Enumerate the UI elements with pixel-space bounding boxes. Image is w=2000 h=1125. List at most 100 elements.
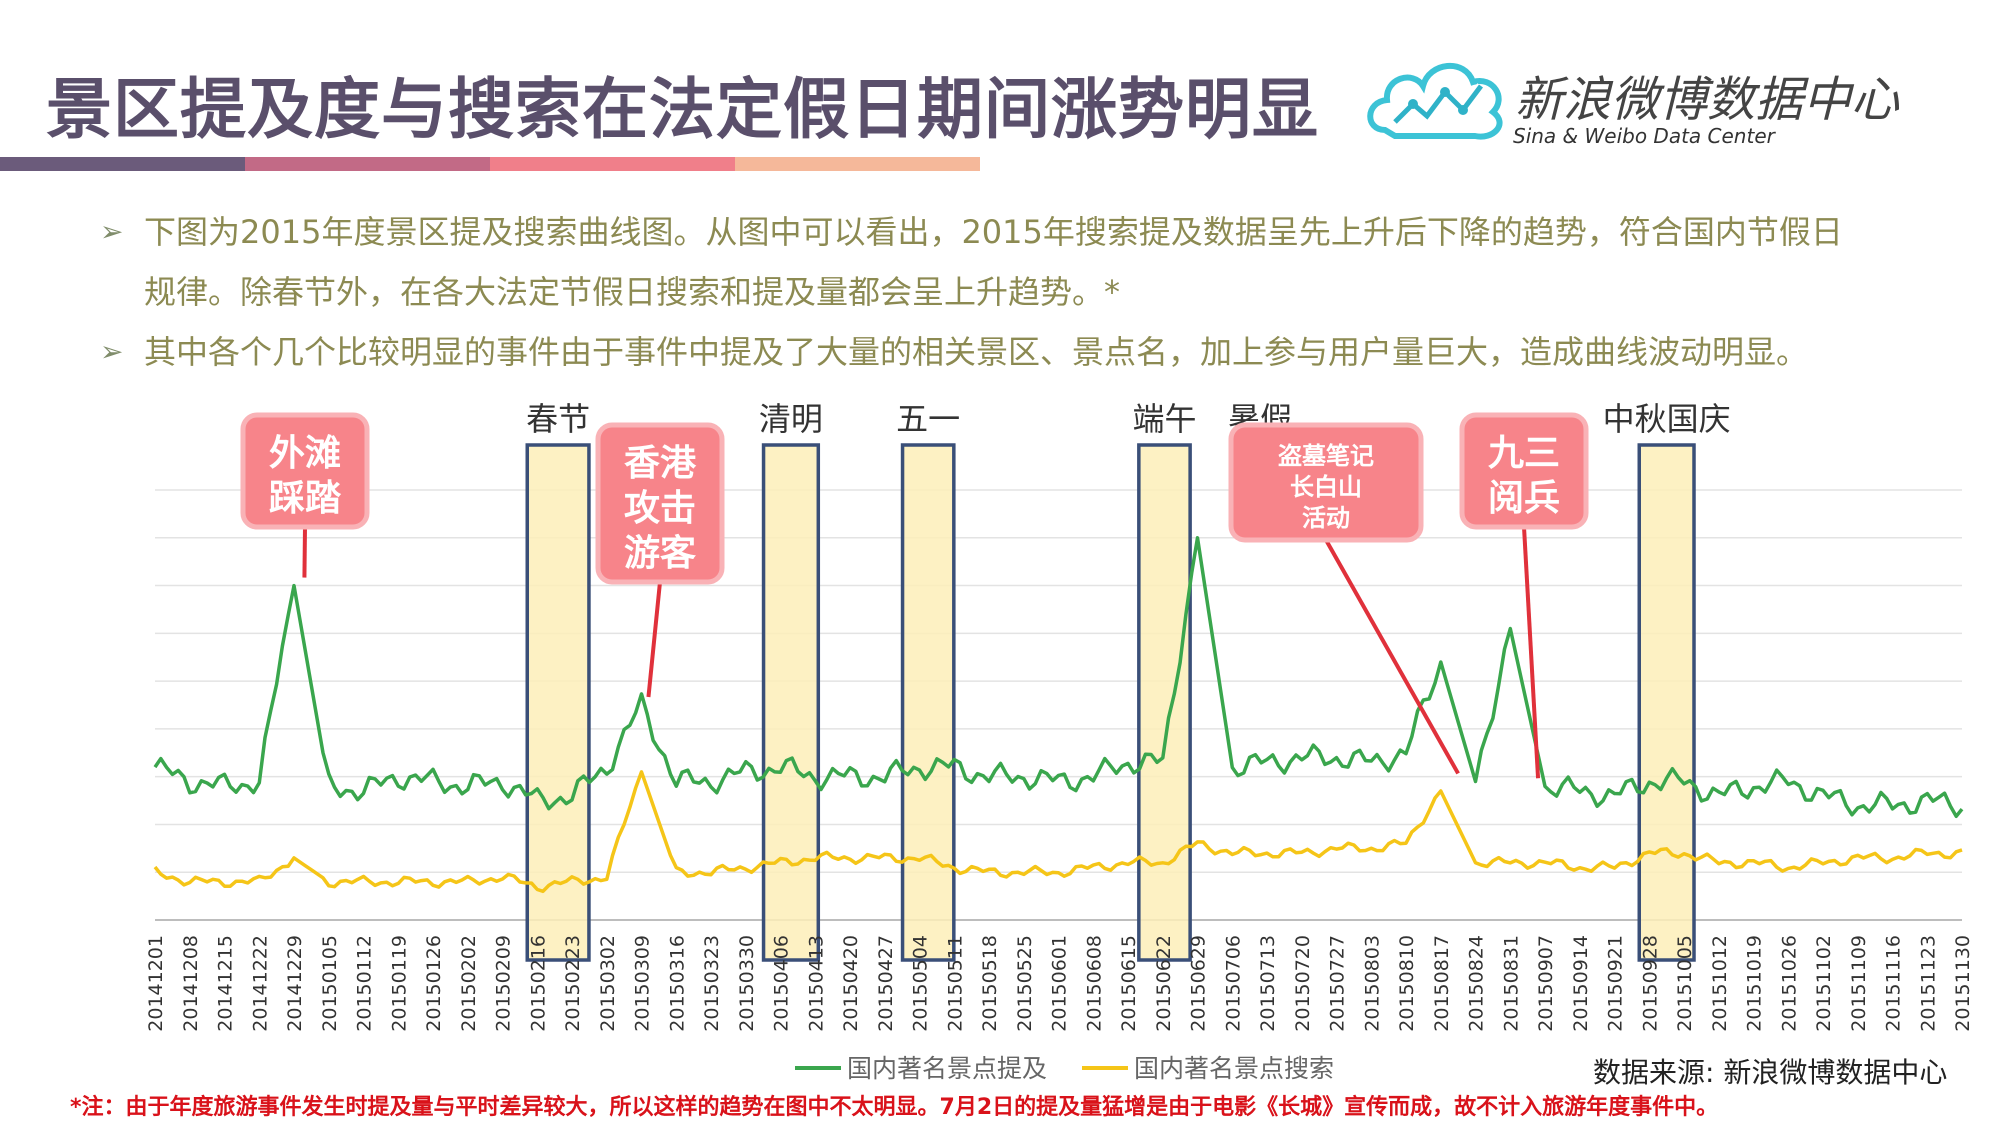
footnote: *注：由于年度旅游事件发生时提及量与平时差异较大，所以这样的趋势在图中不太明显。… xyxy=(70,1095,1719,1120)
x-tick-label: 20150601 xyxy=(1049,935,1071,1032)
holiday-label: 五一 xyxy=(896,400,960,438)
brand-logo: 新浪微博数据中心 Sina & Weibo Data Center xyxy=(1365,40,1975,160)
callout-text: 香港 xyxy=(624,443,697,484)
holiday-box xyxy=(1637,443,1696,962)
holiday-box xyxy=(1137,443,1192,962)
bullet-1-line-1: 下图为2015年度景区提及搜索曲线图。从图中可以看出，2015年搜索提及数据呈先… xyxy=(144,213,1843,251)
x-tick-label: 20150323 xyxy=(701,935,723,1032)
callout-text: 攻击 xyxy=(624,488,696,529)
x-tick-label: 20150810 xyxy=(1396,935,1418,1032)
x-tick-label: 20150629 xyxy=(1188,935,1210,1032)
x-tick-label: 20150316 xyxy=(666,935,688,1032)
x-tick-label: 20150216 xyxy=(527,935,549,1032)
x-tick-label: 20150427 xyxy=(875,935,897,1032)
callout-text: 阅兵 xyxy=(1488,478,1560,519)
legend-label: 国内著名景点搜索 xyxy=(1134,1054,1334,1083)
x-tick-label: 20150615 xyxy=(1118,935,1140,1032)
title-underline-segment-1 xyxy=(0,157,245,171)
x-tick-label: 20151116 xyxy=(1883,935,1905,1032)
x-tick-label: 20150720 xyxy=(1292,935,1314,1032)
title-underline-segment-2 xyxy=(245,157,490,171)
x-tick-label: 20150706 xyxy=(1222,935,1244,1032)
x-tick-label: 20150223 xyxy=(562,935,584,1032)
holiday-box xyxy=(761,443,821,962)
bullet-2-line-1: 其中各个几个比较明显的事件由于事件中提及了大量的相关景区、景点名，加上参与用户量… xyxy=(144,333,1809,371)
callout-box xyxy=(595,422,725,585)
x-tick-label: 20150727 xyxy=(1327,935,1349,1032)
x-tick-label: 20151026 xyxy=(1778,935,1800,1032)
logo-name: 新浪微博数据中心 xyxy=(1515,72,1900,128)
series-line xyxy=(153,536,1964,819)
x-tick-label: 20141222 xyxy=(249,935,271,1032)
holiday-box xyxy=(900,443,956,962)
x-tick-label: 20150928 xyxy=(1639,935,1661,1032)
callout-text: 外滩 xyxy=(269,433,341,474)
x-tick-label: 20150914 xyxy=(1570,935,1592,1032)
x-tick-label: 20151109 xyxy=(1848,935,1870,1032)
x-tick-label: 20150608 xyxy=(1083,935,1105,1032)
x-tick-label: 20150817 xyxy=(1431,935,1453,1032)
callout-text: 游客 xyxy=(624,533,696,574)
x-tick-label: 20151130 xyxy=(1952,935,1974,1032)
season-label: 暑假 xyxy=(1228,400,1292,438)
x-tick-label: 20151019 xyxy=(1744,935,1766,1032)
callout-box xyxy=(240,412,370,530)
x-tick-label: 20150105 xyxy=(319,935,341,1032)
x-tick-label: 20150831 xyxy=(1500,935,1522,1032)
x-tick-label: 20150112 xyxy=(354,935,376,1032)
x-tick-label: 20151012 xyxy=(1709,935,1731,1032)
x-tick-label: 20150921 xyxy=(1605,935,1627,1032)
callout-box xyxy=(1459,412,1589,530)
x-tick-label: 20141201 xyxy=(145,935,167,1032)
holiday-label: 春节 xyxy=(526,400,590,438)
x-tick-label: 20150413 xyxy=(805,935,827,1032)
series-line xyxy=(153,770,1963,894)
legend-label: 国内著名景点提及 xyxy=(847,1054,1047,1083)
x-tick-label: 20150406 xyxy=(771,935,793,1032)
title-underline-segment-4 xyxy=(735,157,980,171)
holiday-box xyxy=(525,443,591,962)
x-tick-label: 20150803 xyxy=(1361,935,1383,1032)
x-tick-label: 20141208 xyxy=(180,935,202,1032)
x-tick-label: 20150119 xyxy=(388,935,410,1032)
arrow-bullet-icon: ➢ xyxy=(100,215,124,248)
holiday-label: 中秋国庆 xyxy=(1603,400,1731,438)
x-tick-label: 20150302 xyxy=(597,935,619,1032)
logo-subtitle: Sina & Weibo Data Center xyxy=(1513,124,1775,148)
x-tick-label: 20150511 xyxy=(944,935,966,1032)
callout-pointer xyxy=(1324,539,1460,775)
x-tick-label: 20150309 xyxy=(632,935,654,1032)
x-tick-label: 20150126 xyxy=(423,935,445,1032)
callout-text: 九三 xyxy=(1488,433,1560,474)
x-tick-label: 20150420 xyxy=(840,935,862,1032)
x-tick-label: 20150907 xyxy=(1535,935,1557,1032)
x-tick-label: 20150622 xyxy=(1153,935,1175,1032)
callout-pointer xyxy=(1522,526,1541,779)
holiday-label: 端午 xyxy=(1132,400,1196,438)
cloud-chart-logo-icon xyxy=(1367,63,1503,140)
callout-text: 活动 xyxy=(1302,504,1350,532)
x-tick-label: 20141229 xyxy=(284,935,306,1032)
callout-pointer xyxy=(646,581,662,698)
title-underline-segment-3 xyxy=(490,157,735,171)
bullet-1-line-2: 规律。除春节外，在各大法定节假日搜索和提及量都会呈上升趋势。* xyxy=(144,273,1121,311)
x-tick-label: 20150504 xyxy=(910,935,932,1032)
callout-text: 长白山 xyxy=(1290,473,1362,501)
x-tick-label: 20150202 xyxy=(458,935,480,1032)
page-title: 景区提及度与搜索在法定假日期间涨势明显 xyxy=(46,71,1319,148)
callout-text: 盗墓笔记 xyxy=(1278,442,1374,470)
data-source: 数据来源: 新浪微博数据中心 xyxy=(1593,1056,1948,1089)
holiday-label: 清明 xyxy=(759,400,823,438)
x-tick-label: 20150518 xyxy=(979,935,1001,1032)
callout-box xyxy=(1228,422,1424,543)
x-tick-label: 20150209 xyxy=(493,935,515,1032)
x-tick-label: 20141215 xyxy=(215,935,237,1032)
callout-text: 踩踏 xyxy=(269,478,342,519)
x-tick-label: 20150824 xyxy=(1466,935,1488,1032)
x-tick-label: 20151005 xyxy=(1674,935,1696,1032)
x-tick-label: 20150330 xyxy=(736,935,758,1032)
